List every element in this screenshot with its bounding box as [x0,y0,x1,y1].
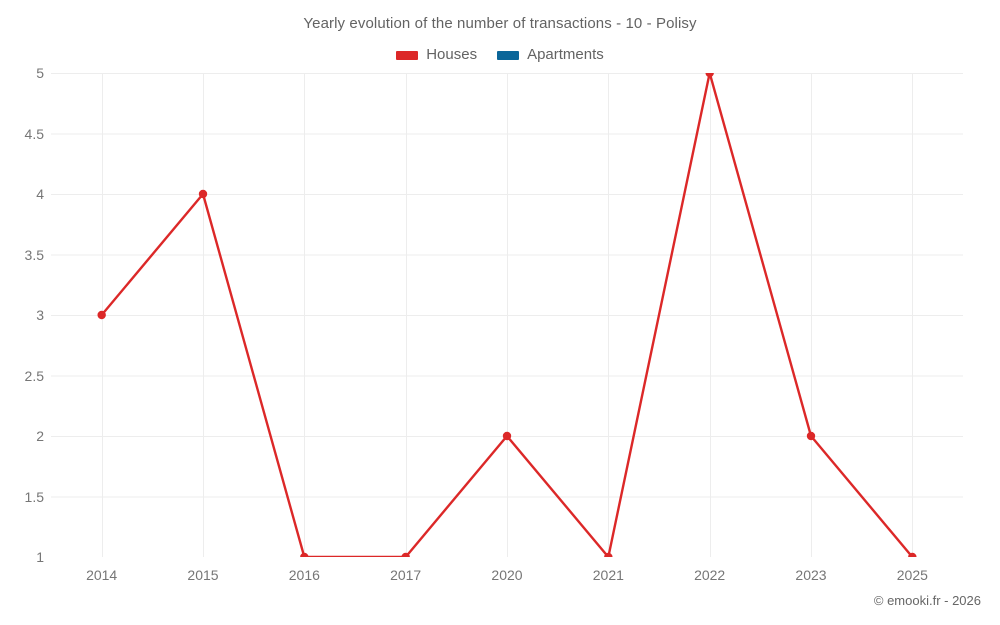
data-point-houses[interactable] [604,552,613,557]
data-point-houses[interactable] [705,73,714,78]
y-axis-tick-labels: 1 1.5 2 2.5 3 3.5 4 4.5 5 [0,65,44,565]
y-axis-tick-label: 4.5 [24,125,44,142]
y-axis-tick-label: 1.5 [24,488,44,505]
y-axis-tick-label: 4 [36,186,44,202]
x-axis-tick-label: 2020 [491,567,523,583]
x-axis-tick-label: 2022 [694,567,726,583]
plot-svg [51,73,963,557]
y-axis-tick-label: 3 [36,307,44,323]
y-axis-tick-label: 2 [36,428,44,444]
data-point-houses[interactable] [502,431,512,441]
x-axis-tick-label: 2014 [86,567,118,583]
data-point-houses[interactable] [300,552,309,557]
data-point-houses[interactable] [806,431,816,441]
x-axis-tick-label: 2017 [390,567,422,583]
legend-item-apartments[interactable]: Apartments [497,46,604,64]
x-axis-tick-label: 2021 [592,567,624,583]
data-point-houses[interactable] [97,310,106,320]
x-axis-tick-label: 2023 [795,567,827,583]
y-axis-tick-label: 5 [36,65,44,81]
x-axis-tick-labels: 2014 2015 2016 2017 2020 2021 2022 2023 2025 [51,566,963,586]
plot-area [51,73,963,557]
legend-swatch-houses [396,50,419,60]
x-axis-tick-label: 2016 [288,567,320,583]
legend-label-houses: Houses [426,46,478,63]
legend-item-houses[interactable]: Houses [396,46,477,64]
y-axis-tick-label: 3.5 [24,246,44,263]
chart-legend: Houses Apartments [0,44,1000,66]
y-axis-tick-label: 2.5 [24,367,44,384]
data-point-houses[interactable] [908,552,917,557]
legend-swatch-apartments [497,50,520,60]
data-point-houses[interactable] [401,552,410,557]
chart-credit: © emooki.fr - 2026 [873,593,981,608]
legend-label-apartments: Apartments [527,46,604,63]
x-axis-tick-label: 2025 [896,567,928,583]
data-point-houses[interactable] [198,189,208,199]
series-layer [97,73,917,557]
x-axis-tick-label: 2015 [187,567,219,583]
y-axis-tick-label: 1 [36,549,44,565]
chart-title: Yearly evolution of the number of transa… [303,15,697,32]
vertical-gridlines [102,73,913,557]
